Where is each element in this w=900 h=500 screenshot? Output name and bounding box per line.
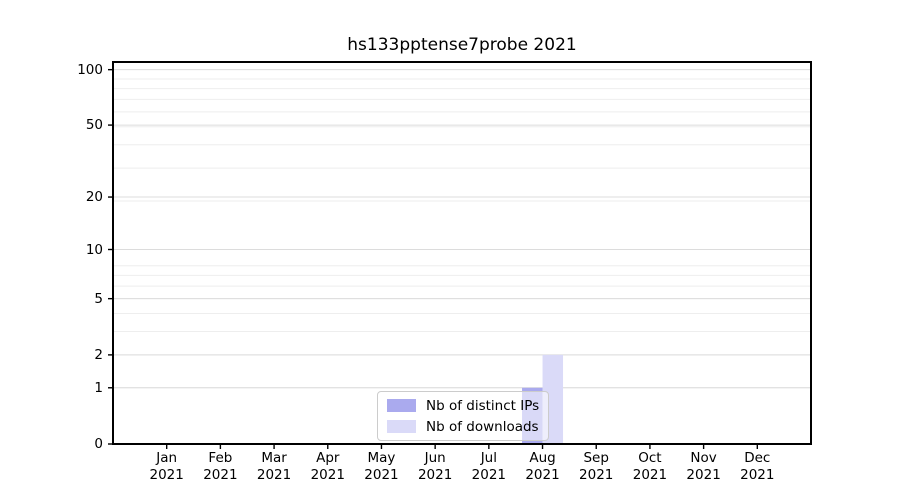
chart-title: hs133pptense7probe 2021 [347, 35, 577, 55]
x-tick-label: Jan 2021 [149, 450, 184, 483]
x-tick-label: Aug 2021 [525, 450, 560, 483]
x-tick-label: Sep 2021 [579, 450, 614, 483]
x-tick-label: Nov 2021 [686, 450, 721, 483]
legend-label-distinct-ips: Nb of distinct IPs [426, 397, 540, 414]
y-tick-label: 2 [94, 346, 103, 363]
y-tick-label: 50 [85, 117, 103, 134]
y-tick-label: 20 [85, 189, 103, 206]
x-tick-label: May 2021 [364, 450, 399, 483]
x-tick-label: Jun 2021 [417, 450, 453, 483]
legend-swatch-downloads-icon [387, 420, 416, 433]
x-tick-label: Apr 2021 [310, 450, 345, 483]
legend-item-downloads: Nb of downloads [387, 417, 539, 436]
y-tick-label: 1 [94, 379, 103, 396]
y-tick-label: 0 [94, 436, 103, 452]
x-tick-label: Jul 2021 [471, 450, 507, 483]
y-tick-label: 100 [77, 61, 103, 78]
x-tick-label: Mar 2021 [256, 450, 292, 483]
legend-item-distinct-ips: Nb of distinct IPs [387, 396, 539, 415]
y-tick-label: 5 [94, 290, 103, 307]
x-tick-label: Feb 2021 [203, 450, 238, 483]
legend-label-downloads: Nb of downloads [426, 418, 539, 435]
legend: Nb of distinct IPs Nb of downloads [377, 391, 550, 441]
plot-frame [112, 61, 812, 445]
legend-swatch-distinct-ips-icon [387, 399, 416, 412]
y-tick-label: 10 [85, 241, 103, 258]
x-tick-label: Dec 2021 [740, 450, 775, 483]
x-tick-label: Oct 2021 [632, 450, 668, 483]
